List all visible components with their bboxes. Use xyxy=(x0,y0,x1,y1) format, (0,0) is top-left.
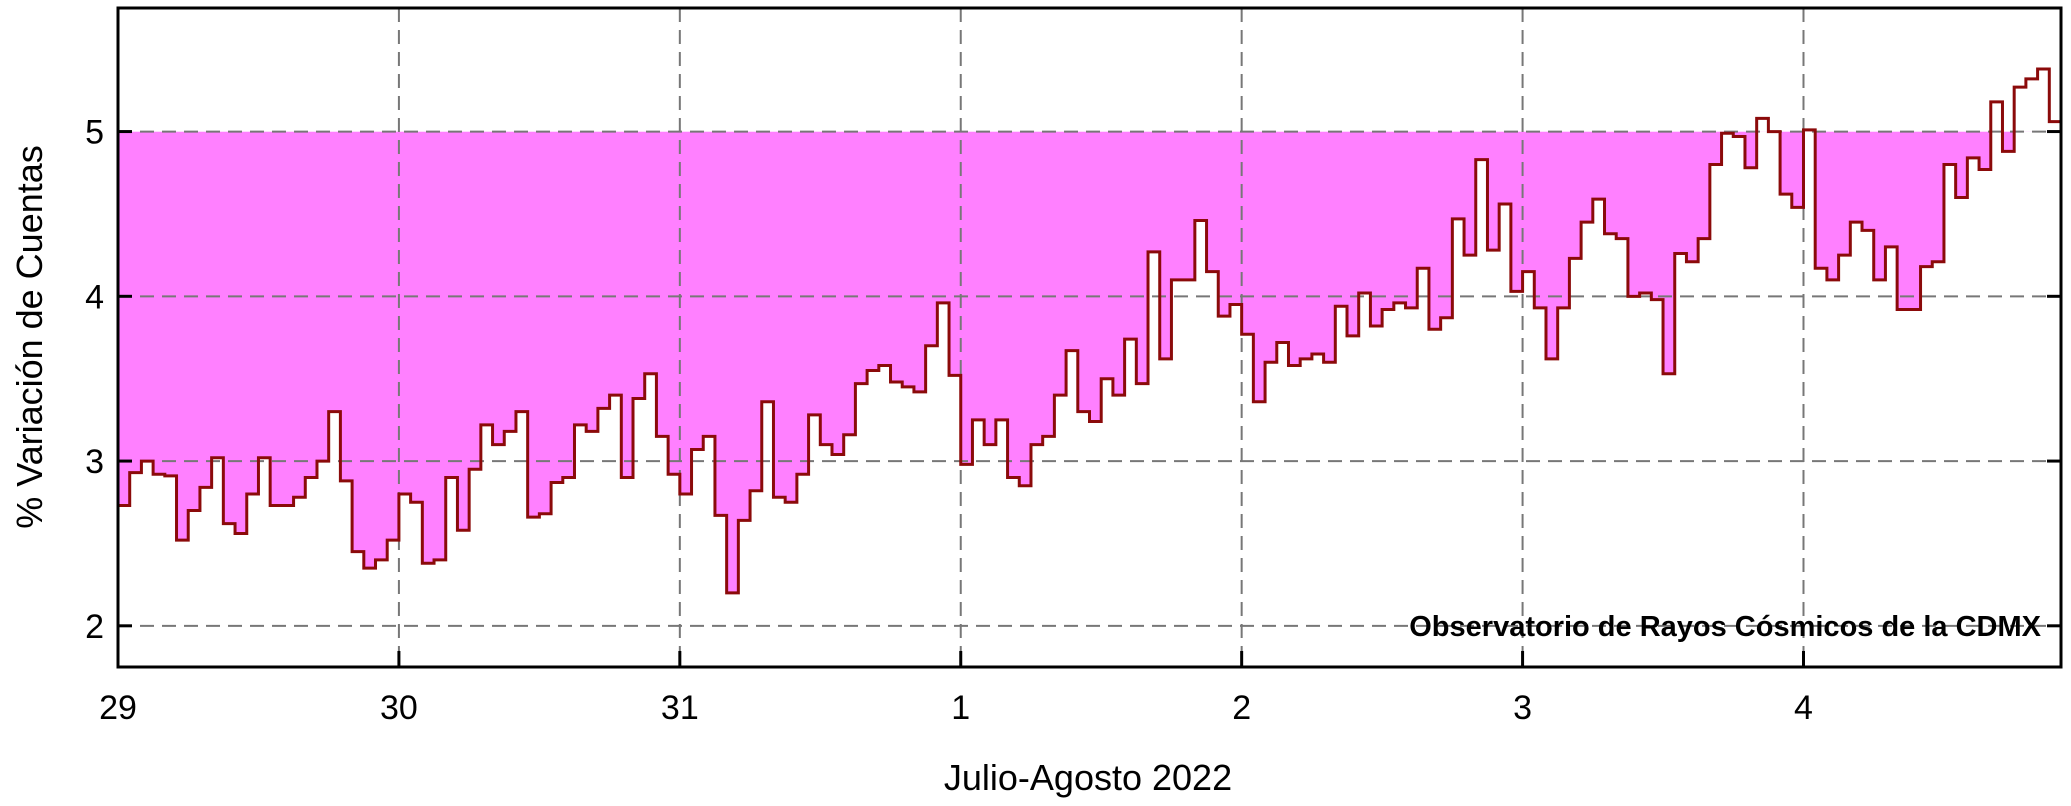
y-tick-label: 4 xyxy=(85,278,104,316)
y-tick-label: 2 xyxy=(85,608,104,646)
x-tick-label: 4 xyxy=(1794,689,1813,727)
x-tick-label: 29 xyxy=(99,689,137,727)
x-tick-label: 30 xyxy=(380,689,418,727)
y-tick-label: 3 xyxy=(85,443,104,481)
x-tick-label: 31 xyxy=(661,689,699,727)
x-tick-label: 3 xyxy=(1513,689,1532,727)
x-tick-label: 1 xyxy=(951,689,970,727)
y-axis-label: % Variación de Cuentas xyxy=(9,145,50,529)
plot-frame xyxy=(116,6,2063,669)
annotation: Observatorio de Rayos Cósmicos de la CDM… xyxy=(1409,611,2041,643)
x-axis-label: Julio-Agosto 2022 xyxy=(944,757,1232,798)
line xyxy=(118,67,2061,595)
fill-area xyxy=(118,131,2061,593)
x-tick-label: 2 xyxy=(1232,689,1251,727)
y-tick-label: 5 xyxy=(85,114,104,152)
